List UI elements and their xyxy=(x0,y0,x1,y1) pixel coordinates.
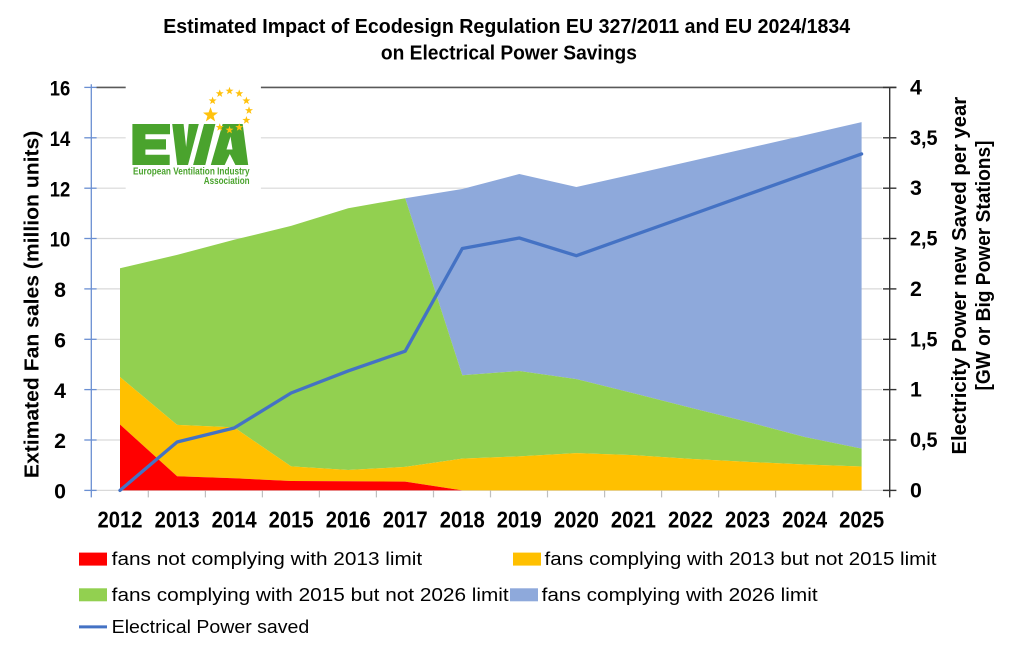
svg-text:2017: 2017 xyxy=(383,507,428,533)
svg-text:Electricity Power new Saved pe: Electricity Power new Saved per year xyxy=(949,97,971,455)
svg-text:2015: 2015 xyxy=(269,507,314,533)
svg-text:2020: 2020 xyxy=(554,507,599,533)
svg-text:European Ventilation Industry: European Ventilation Industry xyxy=(133,166,250,178)
svg-text:16: 16 xyxy=(50,77,71,101)
svg-text:1,5: 1,5 xyxy=(910,327,938,351)
svg-text:14: 14 xyxy=(50,127,71,151)
svg-text:2021: 2021 xyxy=(611,507,656,533)
svg-text:2023: 2023 xyxy=(725,507,770,533)
svg-text:2: 2 xyxy=(54,429,66,453)
svg-text:6: 6 xyxy=(54,329,66,353)
svg-text:2,5: 2,5 xyxy=(910,227,938,251)
svg-text:1: 1 xyxy=(910,378,922,402)
svg-text:4: 4 xyxy=(54,379,66,403)
svg-text:on Electrical Power Savings: on Electrical Power Savings xyxy=(381,43,637,65)
svg-text:2019: 2019 xyxy=(497,507,542,533)
svg-text:2012: 2012 xyxy=(98,507,143,533)
svg-text:10: 10 xyxy=(50,228,71,252)
svg-text:fans complying with 2026 limit: fans complying with 2026 limit xyxy=(542,585,818,605)
svg-text:8: 8 xyxy=(54,278,66,302)
svg-text:0,5: 0,5 xyxy=(910,428,938,452)
svg-text:Electrical Power saved: Electrical Power saved xyxy=(112,617,310,637)
svg-text:fans complying with 2015 but n: fans complying with 2015 but not 2026 li… xyxy=(112,585,509,605)
svg-text:2016: 2016 xyxy=(326,507,371,533)
svg-text:[GW or Big Power Stations]: [GW or Big Power Stations] xyxy=(973,141,995,391)
svg-text:Estimated Impact of Ecodesign: Estimated Impact of Ecodesign Regulation… xyxy=(163,16,851,38)
svg-text:2024: 2024 xyxy=(782,507,827,533)
svg-text:2025: 2025 xyxy=(839,507,884,533)
svg-text:fans complying with 2013 but n: fans complying with 2013 but not 2015 li… xyxy=(545,549,937,569)
svg-text:0: 0 xyxy=(910,478,922,502)
svg-text:4: 4 xyxy=(910,75,922,99)
svg-text:2: 2 xyxy=(910,277,922,301)
svg-text:0: 0 xyxy=(54,480,66,504)
svg-text:Extimated Fan sales (million u: Extimated Fan sales (million units) xyxy=(22,131,44,479)
svg-text:2013: 2013 xyxy=(155,507,200,533)
svg-text:12: 12 xyxy=(50,177,71,201)
svg-text:Association: Association xyxy=(204,175,250,187)
svg-text:2018: 2018 xyxy=(440,507,485,533)
svg-text:fans not complying with 2013 l: fans not complying with 2013 limit xyxy=(112,549,423,569)
svg-text:2022: 2022 xyxy=(668,507,713,533)
svg-text:3: 3 xyxy=(910,176,922,200)
svg-text:3,5: 3,5 xyxy=(910,126,938,150)
svg-text:2014: 2014 xyxy=(212,507,257,533)
